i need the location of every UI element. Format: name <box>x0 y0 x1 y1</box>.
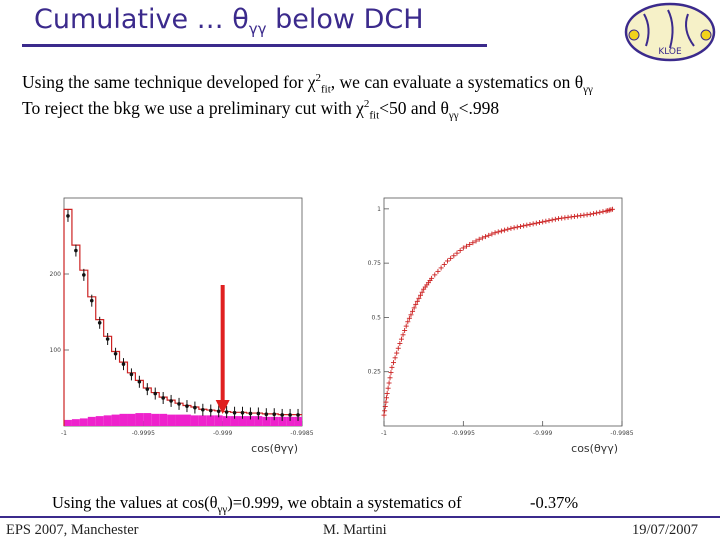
data-point <box>216 409 221 414</box>
data-point <box>272 412 277 417</box>
data-point <box>66 214 70 218</box>
cumulative-chart: 0.25 0.5 0.75 1 -1 -0.9995 -0.999 -0.9985 cos(θγ… <box>368 197 634 455</box>
x-axis-label: cos(θγγ) <box>251 442 298 455</box>
x-axis-label: cos(θγγ) <box>571 442 618 455</box>
background-bar <box>167 414 176 426</box>
data-point <box>201 407 205 412</box>
background-bar <box>206 415 215 426</box>
background-bar <box>254 416 263 426</box>
title-underline <box>22 44 487 47</box>
y-tick-label: 0.5 <box>371 314 381 321</box>
background-bar <box>159 413 168 426</box>
data-point <box>264 412 269 417</box>
histogram-chart: 100 200 -1 -0.9995 -0.999 -0.9985 cos(θγγ) <box>50 197 314 455</box>
background-bar <box>230 416 239 426</box>
data-point <box>153 391 158 396</box>
background-bar <box>286 416 295 426</box>
background-bar <box>151 413 160 426</box>
data-point <box>105 337 110 341</box>
data-point <box>177 402 181 406</box>
background-bar <box>119 413 128 426</box>
y-tick-label: 0.25 <box>368 369 382 376</box>
background-bar <box>135 413 144 426</box>
background-bar <box>111 414 120 426</box>
background-bar <box>127 413 136 426</box>
intro-line-2: To reject the bkg we use a preliminary c… <box>22 98 500 122</box>
slide-title: Cumulative … θγγ below DCH <box>34 4 424 38</box>
background-bar <box>262 416 271 426</box>
background-bar <box>246 416 255 426</box>
background-bar <box>238 416 247 426</box>
background-bar <box>95 416 104 426</box>
data-point <box>74 248 78 253</box>
data-point <box>288 413 292 417</box>
background-bar <box>79 418 88 426</box>
background-bar <box>198 415 207 426</box>
data-point <box>137 379 142 384</box>
background-bar <box>270 416 279 426</box>
background-bar <box>64 419 72 426</box>
data-point <box>89 298 94 303</box>
background-bar <box>278 416 287 426</box>
data-point <box>161 396 165 400</box>
data-point <box>97 320 102 325</box>
data-point <box>224 410 229 414</box>
cut-arrow-head <box>215 400 230 414</box>
data-point <box>113 351 118 356</box>
background-bar <box>175 414 183 426</box>
footer-rule <box>0 516 720 518</box>
x-tick-label: -0.9995 <box>132 430 155 437</box>
x-tick-label: -0.999 <box>533 430 553 437</box>
svg-text:KLOE: KLOE <box>658 47 682 57</box>
data-point <box>296 413 300 417</box>
x-tick-label: -1 <box>381 430 387 437</box>
x-tick-label: -0.999 <box>213 430 233 437</box>
intro-line-1: Using the same technique developed for χ… <box>22 72 593 96</box>
y-tick-label: 0.75 <box>368 260 382 267</box>
y-tick-label: 200 <box>50 271 62 278</box>
systematics-value: -0.37% <box>530 493 579 512</box>
x-tick-label: -0.9985 <box>290 430 313 437</box>
footer-date: 19/07/2007 <box>632 522 699 538</box>
data-point <box>193 405 197 410</box>
data-point <box>129 372 134 377</box>
background-bar <box>87 416 96 426</box>
y-tick-label: 100 <box>50 347 62 354</box>
data-point <box>145 387 150 391</box>
footer-conference: EPS 2007, Manchester <box>6 522 139 538</box>
data-point <box>208 408 213 413</box>
data-point <box>240 410 245 415</box>
kloe-logo: KLOE <box>624 2 716 62</box>
footer-author: M. Martini <box>323 522 387 538</box>
plot-frame <box>383 197 623 427</box>
background-bar <box>143 413 152 426</box>
background-bar <box>294 416 302 426</box>
data-point <box>185 404 189 408</box>
data-point <box>248 411 253 416</box>
background-bar <box>214 415 223 426</box>
plot-frame <box>63 197 303 427</box>
data-point <box>280 413 284 417</box>
data-point <box>82 273 86 277</box>
systematics-note: Using the values at cos(θγγ)=0.999, we o… <box>52 493 462 516</box>
background-bar <box>103 415 112 426</box>
y-tick-label: 1 <box>377 206 381 213</box>
background-bar <box>222 416 231 426</box>
data-point <box>232 410 237 415</box>
data-point <box>169 399 173 403</box>
data-point <box>121 362 126 366</box>
background-bar <box>71 419 80 426</box>
background-bar <box>183 414 191 426</box>
background-bar <box>190 415 199 426</box>
x-tick-label: -0.9985 <box>610 430 633 437</box>
x-tick-label: -1 <box>61 430 67 437</box>
data-point <box>256 411 261 416</box>
x-tick-label: -0.9995 <box>452 430 475 437</box>
